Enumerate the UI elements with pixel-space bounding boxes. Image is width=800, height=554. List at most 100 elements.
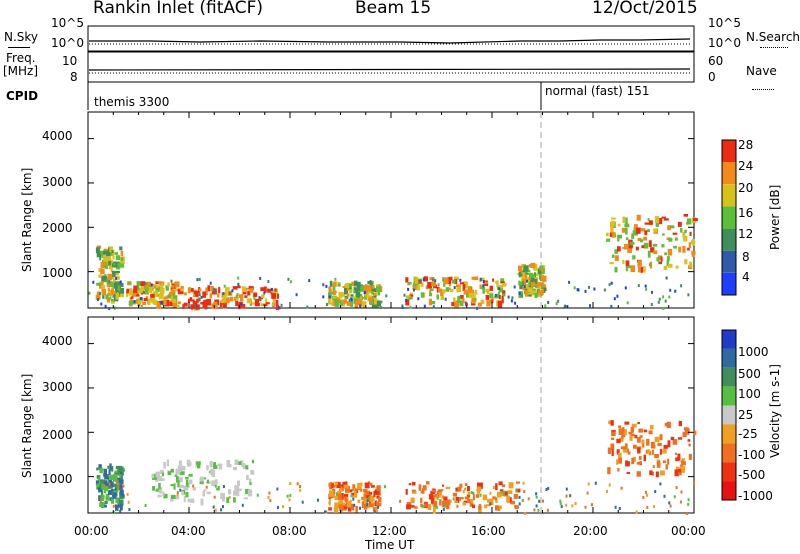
power-cell [115, 276, 118, 280]
velocity-cell [183, 495, 186, 503]
velocity-cell [98, 464, 102, 470]
power-cell [163, 296, 168, 300]
velocity-cell [96, 467, 99, 471]
vel-ytick-2000: 2000 [42, 428, 73, 442]
power-cell [494, 294, 497, 297]
power-cell [409, 294, 414, 297]
power-cell [136, 281, 141, 286]
velocity-cell [456, 504, 459, 508]
velocity-cell [498, 481, 503, 486]
power-cell [325, 284, 328, 288]
power-cell [401, 304, 404, 308]
power-cell [498, 291, 501, 295]
power-cell [231, 289, 234, 293]
velocity-cell [170, 484, 175, 487]
power-cell [350, 294, 354, 297]
velocity-cell [620, 486, 623, 490]
velocity-cell [363, 489, 366, 493]
power-cell [322, 295, 325, 299]
velocity-cell [213, 465, 218, 469]
power-cell [358, 301, 363, 307]
power-cbar-tick-8: 8 [742, 250, 750, 264]
power-cell [518, 280, 521, 286]
nsky-label: N.Sky [4, 30, 39, 44]
power-cell [453, 286, 456, 289]
power-cell [480, 286, 486, 290]
velocity-cell [378, 497, 382, 503]
power-cell [344, 287, 348, 295]
velocity-cell [368, 496, 371, 500]
power-cell [517, 265, 523, 272]
velocity-cell [330, 483, 334, 489]
power-cell [237, 282, 240, 286]
power-cell [348, 287, 353, 294]
velocity-cell [617, 468, 620, 472]
power-cell [451, 302, 456, 307]
velocity-cell [114, 477, 118, 482]
power-cell [467, 286, 472, 293]
velocity-cell [163, 462, 166, 469]
power-cell [498, 287, 501, 291]
power-cell [165, 287, 170, 291]
power-cell [101, 288, 107, 296]
velocity-cell [152, 473, 157, 480]
power-cell [454, 279, 458, 285]
power-cell [364, 294, 367, 300]
power-cell [668, 295, 671, 299]
power-cell [539, 291, 544, 296]
power-cell [137, 297, 142, 305]
power-cell [225, 290, 228, 297]
vel-cbar-tick-100: 100 [738, 387, 761, 401]
power-cell [133, 289, 138, 293]
vel-cbar-tick-m1000: -1000 [738, 489, 773, 503]
power-cell [108, 307, 111, 310]
power-cell [100, 263, 104, 268]
power-cell [648, 240, 652, 248]
velocity-cell [342, 502, 346, 505]
power-cell [371, 291, 375, 295]
power-cell [621, 227, 627, 233]
freq-panel-frame [87, 51, 695, 83]
power-cell [261, 294, 265, 299]
power-cell [454, 300, 459, 308]
velocity-cell [151, 474, 155, 478]
velocity-cell [687, 428, 690, 432]
velocity-cell [565, 503, 568, 507]
velocity-cell [439, 499, 442, 506]
power-cell [287, 277, 290, 281]
power-cell [171, 295, 175, 301]
velocity-cell [470, 491, 473, 494]
velocity-cell [337, 493, 342, 497]
power-cell [469, 289, 474, 293]
power-cell [413, 288, 415, 292]
power-cell [120, 288, 125, 295]
power-cell [624, 286, 627, 290]
velocity-cell [435, 505, 438, 509]
power-cell [347, 301, 350, 306]
noise-right-tick-bottom: 10^0 [708, 36, 741, 50]
power-cell [518, 291, 521, 295]
power-cell [456, 285, 461, 293]
velocity-cell [115, 497, 119, 504]
power-cell [350, 298, 353, 302]
velocity-cell [176, 476, 179, 483]
freq-trace [88, 68, 691, 71]
power-cell [680, 284, 683, 288]
power-cell [353, 296, 357, 304]
power-cell [584, 289, 587, 293]
velocity-cell [688, 443, 691, 447]
power-cell [539, 265, 544, 270]
power-cell [240, 295, 244, 302]
power-cell [653, 228, 658, 233]
power-cell [96, 282, 101, 286]
velocity-cell [412, 491, 417, 494]
velocity-cell [189, 479, 193, 484]
vel-cbar-tick-m25: -25 [738, 427, 758, 441]
velocity-cell [484, 504, 488, 509]
power-cell [461, 298, 465, 303]
power-cell [673, 245, 677, 249]
velocity-cell [108, 482, 111, 486]
power-cell [128, 289, 133, 296]
velocity-cell [662, 448, 667, 454]
power-cell [527, 287, 532, 293]
